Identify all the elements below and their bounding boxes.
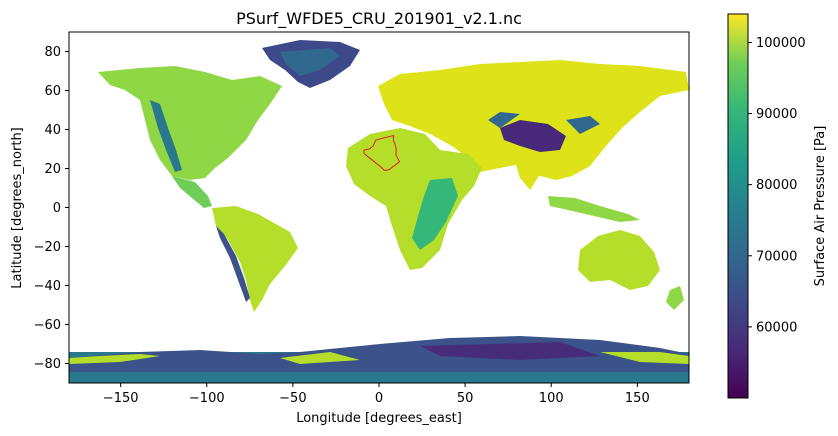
colorbar-tick-label: 90000 [756, 107, 797, 122]
colorbar: 60000 70000 80000 90000 100000 Surface Air P… [727, 13, 828, 399]
land-mexico [172, 176, 212, 208]
y-axis: 80 60 40 20 0 −20 −40 −60 −80 [34, 45, 69, 372]
y-tick-label: −60 [34, 318, 61, 333]
colorbar-tick-label: 80000 [756, 178, 797, 193]
y-tick-label: −40 [34, 279, 61, 294]
x-tick-label: 150 [625, 391, 650, 406]
chart-title: PSurf_WFDE5_CRU_201901_v2.1.nc [236, 9, 522, 29]
x-axis: −150 −100 −50 0 50 100 150 [103, 383, 650, 406]
land-se-asia [548, 196, 640, 222]
colorbar-label: Surface Air Pressure [Pa] [813, 126, 828, 287]
y-axis-label: Latitude [degrees_north] [10, 127, 25, 288]
y-tick-label: 80 [44, 45, 61, 60]
land-east-africa-highlands [412, 178, 458, 250]
colorbar-tick-label: 70000 [756, 249, 797, 264]
y-tick-label: 60 [44, 84, 61, 99]
land-antarctica [69, 336, 689, 383]
x-tick-label: 100 [539, 391, 564, 406]
colorbar-tick-label: 60000 [756, 320, 797, 335]
y-tick-label: 40 [44, 123, 61, 138]
x-tick-label: 0 [375, 391, 383, 406]
land-south-america [212, 206, 298, 312]
colorbar-gradient [727, 13, 749, 399]
x-tick-label: −50 [279, 391, 306, 406]
x-tick-label: −150 [103, 391, 139, 406]
land-rockies [150, 100, 182, 172]
y-tick-label: −80 [34, 357, 61, 372]
land-new-zealand [666, 286, 684, 310]
y-tick-label: 0 [53, 201, 61, 216]
x-tick-label: 50 [457, 391, 474, 406]
land-north-america [98, 66, 282, 180]
land-eurasia [378, 60, 689, 180]
colorbar-tick-label: 100000 [756, 36, 806, 51]
land-tibetan-plateau [500, 120, 566, 152]
land-arabia [440, 150, 482, 186]
y-tick-label: −20 [34, 240, 61, 255]
x-axis-label: Longitude [degrees_east] [296, 411, 462, 426]
land-africa [346, 128, 474, 270]
y-tick-label: 20 [44, 162, 61, 177]
colorbar-ticks: 60000 70000 80000 90000 100000 [748, 36, 806, 335]
map-plot-area [69, 32, 689, 383]
x-tick-label: −100 [189, 391, 225, 406]
land-australia [578, 230, 660, 290]
land-andes [216, 226, 250, 302]
region-outline-algeria [363, 134, 401, 171]
land-india [512, 152, 544, 190]
